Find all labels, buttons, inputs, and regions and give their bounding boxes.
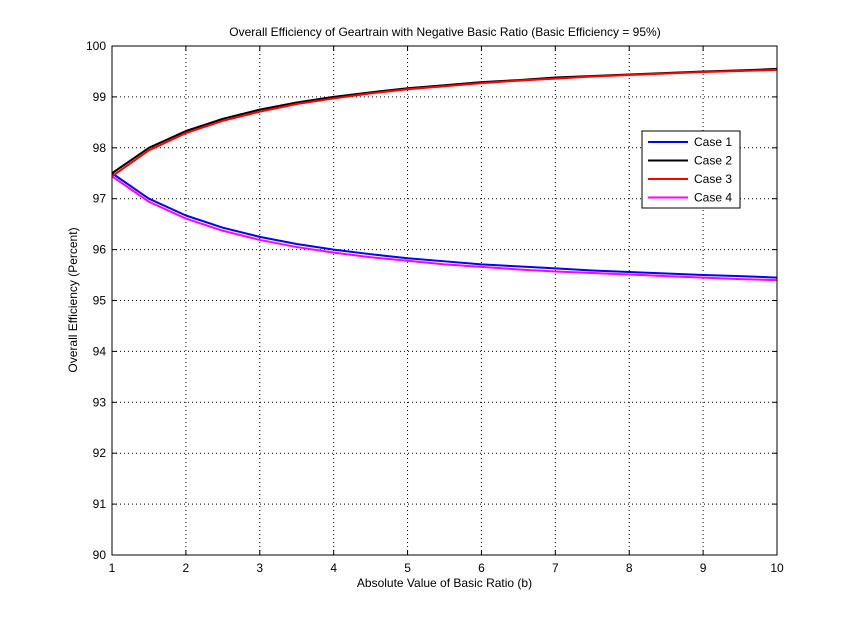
y-tick-labels: 90 91 92 93 94 95 96 97 98 99 100 [86, 39, 106, 562]
legend-label-case-4: Case 4 [694, 191, 732, 205]
y-tick-label: 96 [93, 243, 107, 257]
series-lines [111, 67, 778, 282]
grid-lines [112, 46, 777, 555]
legend-box [641, 130, 741, 209]
x-tick-label: 3 [256, 561, 263, 575]
series-line-case-3 [111, 68, 778, 178]
chart-title: Overall Efficiency of Geartrain with Neg… [229, 25, 660, 39]
x-tick-label: 4 [330, 561, 337, 575]
x-tick-labels: 1 2 3 4 5 6 7 8 9 10 [109, 561, 784, 575]
x-tick-label: 8 [626, 561, 633, 575]
series-line-case-4 [111, 175, 778, 282]
x-axis-label: Absolute Value of Basic Ratio (b) [357, 576, 532, 590]
y-tick-label: 93 [93, 395, 107, 409]
y-tick-label: 98 [93, 141, 107, 155]
legend: Case 1 Case 2 Case 3 Case 4 [641, 130, 741, 209]
y-tick-label: 95 [93, 294, 107, 308]
x-tick-label: 9 [700, 561, 707, 575]
axis-ticks [111, 45, 778, 556]
y-tick-label: 100 [86, 39, 106, 53]
x-tick-label: 1 [109, 561, 116, 575]
x-tick-label: 7 [552, 561, 559, 575]
series-line-case-1 [111, 172, 778, 279]
y-tick-label: 92 [93, 446, 107, 460]
x-tick-label: 5 [404, 561, 411, 575]
legend-label-case-1: Case 1 [694, 135, 732, 149]
y-tick-label: 99 [93, 90, 107, 104]
y-tick-label: 90 [93, 548, 107, 562]
y-tick-label: 91 [93, 497, 107, 511]
y-axis-label: Overall Efficiency (Percent) [66, 227, 80, 372]
y-tick-label: 97 [93, 192, 107, 206]
legend-label-case-3: Case 3 [694, 172, 732, 186]
x-tick-label: 2 [183, 561, 190, 575]
y-tick-label: 94 [93, 344, 107, 358]
x-tick-label: 6 [478, 561, 485, 575]
legend-label-case-2: Case 2 [694, 154, 732, 168]
x-tick-label: 10 [770, 561, 784, 575]
